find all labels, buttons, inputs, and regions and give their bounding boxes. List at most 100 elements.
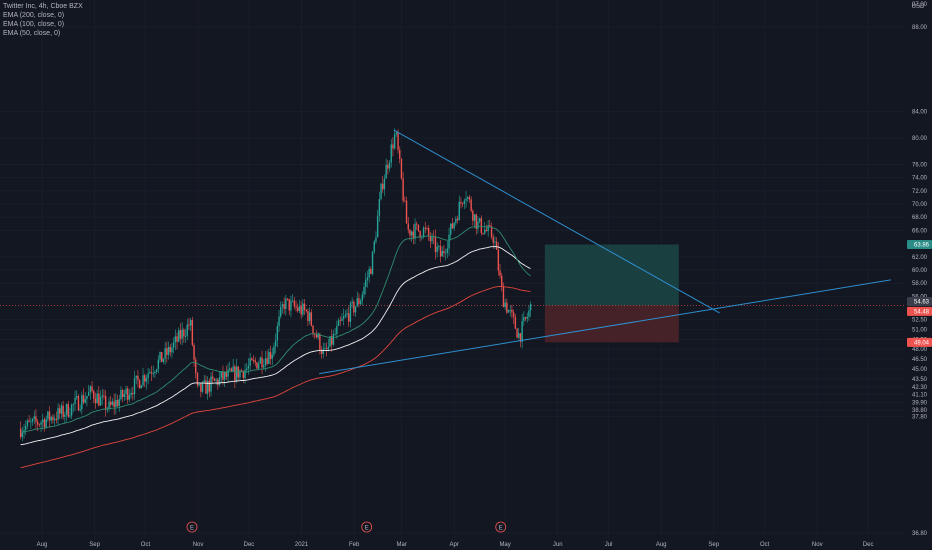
x-tick-label: May: [499, 542, 510, 548]
ema100-legend[interactable]: EMA (100, close, 0): [3, 21, 65, 28]
candle-body: [50, 416, 52, 421]
candle-body: [424, 227, 426, 229]
candle-body: [19, 428, 22, 437]
candle-body: [235, 366, 238, 381]
candle-body: [186, 324, 188, 336]
candle-body: [439, 246, 442, 257]
candle-body: [264, 358, 267, 366]
candle-body: [218, 377, 221, 385]
candle-body: [217, 379, 219, 385]
ema50-legend[interactable]: EMA (50, close, 0): [3, 30, 61, 37]
candle-body: [104, 396, 107, 410]
candle-body: [72, 404, 75, 405]
candle-body: [322, 348, 324, 354]
candle-body: [116, 399, 119, 406]
candle-body: [461, 203, 464, 205]
candle-body: [378, 199, 381, 216]
candle-body: [446, 248, 449, 253]
y-tick-label: 41.10: [912, 393, 928, 399]
candle-body: [390, 144, 392, 163]
candle-body: [434, 236, 437, 253]
ema200-legend[interactable]: EMA (200, close, 0): [3, 12, 65, 19]
candle-body: [206, 380, 209, 394]
loss-zone: [544, 305, 679, 343]
candle-body: [263, 365, 265, 368]
grid: [0, 0, 905, 538]
candle-body: [329, 336, 331, 347]
candle-body: [205, 380, 207, 394]
candle-body: [409, 229, 411, 236]
candle-body: [325, 348, 328, 350]
candle-body: [164, 348, 166, 359]
candle-body: [450, 223, 452, 235]
candle-body: [276, 325, 279, 341]
candle-body: [229, 368, 231, 370]
candle-body: [427, 228, 430, 237]
candle-body: [171, 347, 173, 353]
earnings-label: E: [365, 526, 369, 532]
candle-body: [470, 199, 472, 211]
candle-body: [120, 389, 122, 400]
candle-body: [288, 299, 290, 311]
candle-body: [118, 399, 120, 406]
candle-body: [395, 132, 398, 135]
candle-body: [166, 348, 168, 355]
candle-body: [336, 326, 338, 335]
candle-body: [132, 392, 134, 395]
candle-body: [84, 399, 86, 403]
earnings-marker: [361, 521, 373, 533]
y-tick-label: 37.80: [912, 415, 928, 421]
ema100-line: [20, 246, 531, 446]
candle-body: [478, 218, 481, 222]
candle-body: [147, 373, 149, 379]
current-price-tag: 54.48: [914, 309, 930, 315]
candle-body: [308, 312, 311, 321]
candle-body: [196, 373, 199, 386]
candle-body: [317, 334, 319, 338]
time-axis-bg: [0, 538, 905, 550]
candle-body: [293, 300, 296, 307]
candle-body: [518, 333, 520, 338]
candle-body: [222, 371, 224, 380]
candle-body: [519, 333, 522, 342]
candle-body: [501, 275, 503, 288]
candle-body: [494, 241, 496, 243]
y-tick-label: 42.30: [912, 385, 928, 391]
candle-body: [26, 420, 29, 426]
candle-body: [200, 383, 202, 392]
y-tick-label: 66.00: [912, 228, 928, 234]
candle-body: [349, 303, 352, 322]
candle-body: [169, 346, 171, 353]
candle-body: [307, 311, 309, 321]
chart-legend: Twitter Inc, 4h, Cboe BZX EMA (200, clos…: [3, 2, 83, 38]
candle-body: [261, 357, 263, 368]
target-price-tag: 63.86: [914, 243, 930, 249]
candle-body: [244, 370, 246, 378]
stop-price-tag-bg: [907, 337, 932, 347]
candle-body: [368, 268, 370, 278]
candle-body: [521, 321, 523, 342]
candle-body: [468, 197, 471, 200]
candle-body: [344, 314, 347, 317]
x-tick-label: Sep: [89, 542, 100, 548]
candle-body: [67, 404, 69, 417]
entry-price-tag: 54.63: [914, 299, 930, 305]
candle-body: [121, 389, 124, 397]
candle-body: [149, 372, 151, 374]
candle-body: [280, 306, 282, 317]
candle-body: [480, 218, 483, 233]
y-tick-label: 62.00: [912, 255, 928, 261]
candle-body: [181, 329, 183, 339]
candle-body: [342, 316, 345, 319]
candle-body: [142, 375, 144, 386]
x-tick-label: Jun: [553, 542, 563, 548]
candles: [19, 128, 532, 442]
candle-body: [339, 320, 341, 322]
candle-body: [115, 399, 117, 408]
candle-body: [451, 223, 454, 229]
y-tick-label: 43.50: [912, 377, 928, 383]
candle-body: [371, 251, 374, 274]
x-tick-label: 2021: [295, 542, 309, 548]
candle-body: [458, 201, 460, 221]
